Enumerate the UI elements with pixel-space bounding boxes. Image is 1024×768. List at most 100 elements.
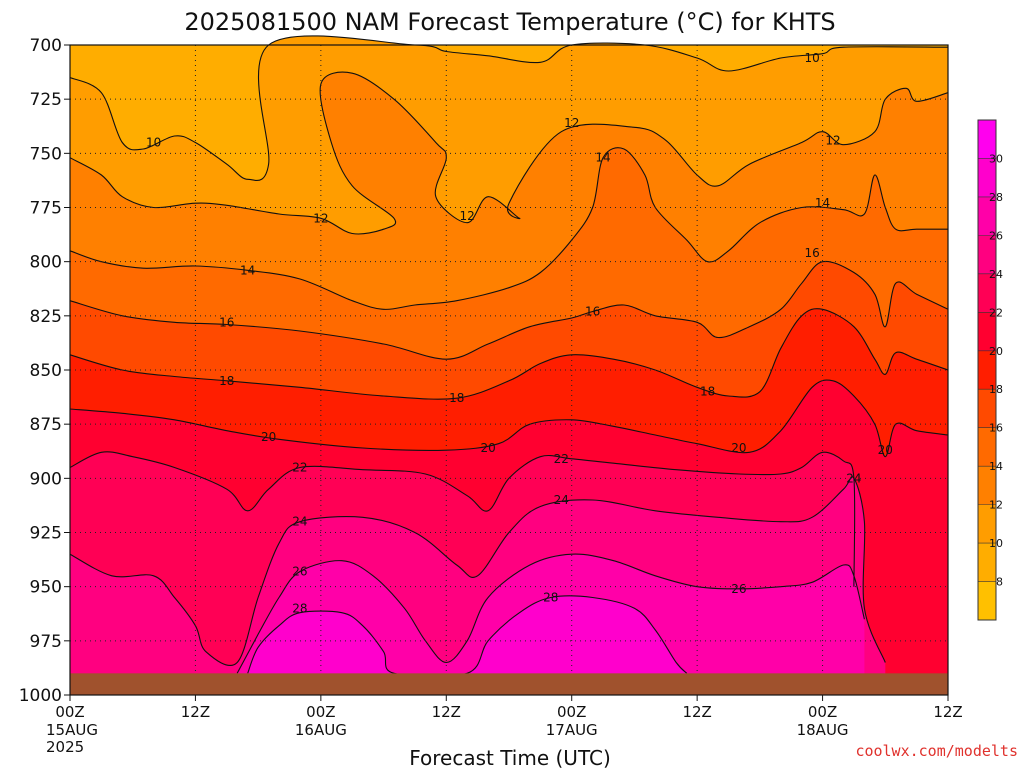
- contour-label: 14: [815, 196, 830, 210]
- contour-label: 10: [146, 136, 161, 150]
- contour-label: 10: [804, 51, 819, 65]
- colorbar-label: 24: [989, 268, 1003, 281]
- y-axis: 700 725 750 775 800 825 850 875 900 925 950 975 1000: [19, 36, 70, 706]
- plot-area: 10 10 12 12 12 12 14 14 14 16 16 16 18 18 18 20 20 20 20 22…: [69, 35, 949, 696]
- x-tick-label: 12Z: [682, 703, 711, 721]
- x-tick-label: 12Z: [432, 703, 461, 721]
- contour-line-24: [69, 476, 886, 667]
- colorbar-swatch: [978, 273, 996, 313]
- contour-line-22: [69, 451, 856, 587]
- colorbar-swatch: [978, 427, 996, 467]
- contour-label: 28: [292, 601, 307, 615]
- colorbar-swatch: [978, 350, 996, 390]
- colorbar: 8 10 12 14 16 18 20 22 24 26 28 30: [977, 119, 1003, 621]
- contour-label: 12: [313, 211, 328, 225]
- contour-line-18: [69, 308, 949, 400]
- contour-label: 14: [595, 151, 610, 165]
- contour-label: 22: [292, 461, 307, 475]
- colorbar-label: 10: [989, 537, 1003, 550]
- contour-label: 24: [846, 471, 861, 485]
- colorbar-label: 12: [989, 499, 1003, 512]
- colorbar-swatch: [978, 504, 996, 544]
- x-tick-label: 00Z: [55, 703, 84, 721]
- x-tick-label: 00Z: [808, 703, 837, 721]
- contour-label: 24: [554, 493, 569, 507]
- contour-label: 12: [460, 209, 475, 223]
- colorbar-swatch: [978, 120, 996, 159]
- contour-line-20: [69, 379, 949, 458]
- y-tick-label: 950: [30, 578, 62, 598]
- contour-line-12: [69, 71, 949, 235]
- colorbar-label: 16: [989, 422, 1003, 435]
- contour-label: 20: [878, 443, 893, 457]
- colorbar-frame: [977, 119, 997, 621]
- contour-label: 24: [292, 515, 307, 529]
- colorbar-swatch: [978, 581, 996, 620]
- x-tick-label: 12Z: [181, 703, 210, 721]
- y-tick-label: 700: [30, 36, 62, 56]
- y-tick-label: 900: [30, 469, 62, 489]
- contour-label: 20: [480, 441, 495, 455]
- x-tick-year-label: 2025: [46, 738, 84, 756]
- colorbar-label: 28: [989, 191, 1003, 204]
- contour-label: 12: [564, 116, 579, 130]
- y-tick-label: 975: [30, 632, 62, 652]
- colorbar-label: 14: [989, 460, 1003, 473]
- contour-label: 16: [219, 315, 234, 329]
- colorbar-label: 18: [989, 383, 1003, 396]
- colorbar-swatch: [978, 235, 996, 274]
- contour-label: 12: [825, 133, 840, 147]
- credit-text: coolwx.com/modelts: [855, 742, 1018, 760]
- x-axis-label: Forecast Time (UTC): [409, 746, 611, 768]
- x-tick-date-label: 15AUG: [46, 721, 98, 739]
- y-tick-label: 775: [30, 199, 62, 219]
- contour-label: 20: [261, 430, 276, 444]
- x-tick-date-label: 16AUG: [295, 721, 347, 739]
- x-tick-label: 00Z: [557, 703, 586, 721]
- contour-line-10: [69, 35, 949, 181]
- contour-label: 26: [292, 565, 307, 579]
- contour-label: 26: [731, 582, 746, 596]
- chart-title: 2025081500 NAM Forecast Temperature (°C)…: [184, 8, 835, 36]
- y-tick-label: 725: [30, 90, 62, 110]
- x-tick-label: 00Z: [306, 703, 335, 721]
- x-tick-label: 12Z: [933, 703, 962, 721]
- y-tick-label: 875: [30, 415, 62, 435]
- contour-label: 22: [554, 452, 569, 466]
- colorbar-swatch: [978, 196, 996, 236]
- contour-label: 16: [804, 246, 819, 260]
- grid-lines: [70, 45, 948, 695]
- x-tick-date-label: 18AUG: [797, 721, 849, 739]
- y-tick-label: 825: [30, 307, 62, 327]
- contour-line-14: [69, 147, 948, 310]
- temperature-band-28: [247, 595, 687, 695]
- contour-label: 14: [240, 263, 255, 277]
- contour-lines: 10 10 12 12 12 12 14 14 14 16 16 16 18 18 18 20 20 20 20 22…: [69, 35, 949, 678]
- contour-line-28: [247, 595, 688, 678]
- colorbar-swatch: [978, 466, 996, 505]
- colorbar-label: 22: [989, 306, 1003, 319]
- contour-label: 18: [449, 391, 464, 405]
- y-tick-label: 800: [30, 253, 62, 273]
- colorbar-swatch: [978, 312, 996, 351]
- contour-line-16: [69, 260, 949, 360]
- colorbar-swatch: [978, 543, 996, 582]
- contour-label: 16: [585, 305, 600, 319]
- contour-label: 18: [219, 374, 234, 388]
- y-tick-label: 850: [30, 361, 62, 381]
- colorbar-label: 8: [996, 576, 1003, 589]
- y-tick-label: 1000: [19, 686, 62, 706]
- ground-surface: [70, 673, 948, 695]
- colorbar-swatch: [978, 389, 996, 428]
- y-tick-label: 925: [30, 524, 62, 544]
- x-tick-date-label: 17AUG: [546, 721, 598, 739]
- contour-label: 28: [543, 591, 558, 605]
- contour-label: 20: [731, 441, 746, 455]
- contour-label: 18: [700, 385, 715, 399]
- colorbar-swatch: [978, 158, 996, 197]
- contour-line-26: [236, 553, 865, 674]
- y-tick-label: 750: [30, 144, 62, 164]
- colorbar-label: 30: [989, 152, 1003, 165]
